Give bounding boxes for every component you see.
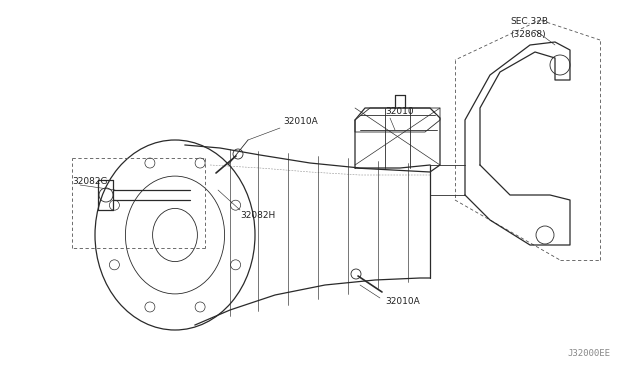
Circle shape [230, 260, 241, 270]
Circle shape [351, 269, 361, 279]
Circle shape [195, 158, 205, 168]
Text: 32010A: 32010A [283, 118, 317, 126]
Circle shape [145, 302, 155, 312]
Circle shape [109, 260, 120, 270]
Text: (32868): (32868) [510, 31, 546, 39]
Text: 32082H: 32082H [240, 211, 275, 219]
Circle shape [230, 200, 241, 210]
Circle shape [109, 200, 120, 210]
Circle shape [145, 158, 155, 168]
Circle shape [536, 226, 554, 244]
Circle shape [550, 55, 570, 75]
Text: SEC.32B: SEC.32B [510, 17, 548, 26]
Text: 32082G: 32082G [72, 177, 108, 186]
Circle shape [195, 302, 205, 312]
Text: 32010A: 32010A [385, 298, 420, 307]
Circle shape [233, 149, 243, 159]
Text: 32010: 32010 [385, 108, 413, 116]
Text: J32000EE: J32000EE [567, 349, 610, 358]
